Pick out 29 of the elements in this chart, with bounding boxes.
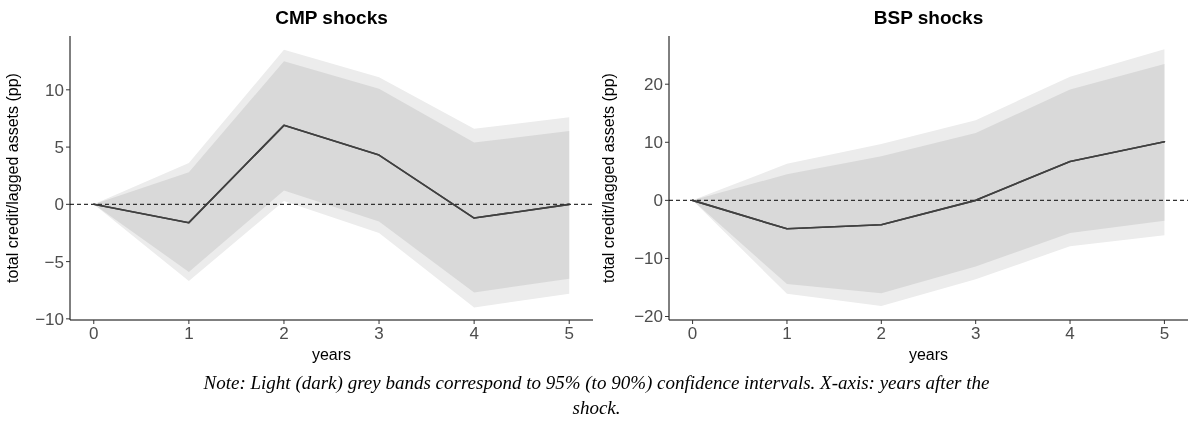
x-tick-label: 0	[687, 324, 698, 343]
chart-title: CMP shocks	[275, 7, 388, 28]
y-axis-title: total credit/lagged assets (pp)	[4, 73, 21, 283]
y-tick-label: −10	[634, 249, 663, 269]
y-tick-label: 10	[644, 133, 663, 153]
y-axis-title: total credit/lagged assets (pp)	[600, 73, 617, 283]
y-tick-label: 0	[54, 195, 64, 215]
x-tick-label: 1	[184, 324, 194, 343]
y-tick-label: 5	[54, 138, 64, 158]
x-tick-label: 5	[1159, 324, 1170, 343]
chart-title: BSP shocks	[873, 7, 984, 28]
x-tick-label: 4	[469, 324, 479, 343]
x-tick-label: 4	[1065, 324, 1075, 343]
x-tick-label: 1	[782, 324, 792, 343]
y-tick-label: 10	[45, 80, 64, 100]
x-tick-label: 3	[374, 324, 384, 343]
y-tick-label: −10	[35, 309, 64, 329]
y-tick-label: −20	[634, 307, 663, 327]
x-tick-label: 5	[564, 324, 574, 343]
x-axis-title: years	[311, 346, 352, 363]
x-axis-title: years	[908, 346, 949, 363]
y-tick-label: −5	[44, 252, 64, 272]
x-tick-label: 2	[279, 324, 289, 343]
x-tick-label: 3	[970, 324, 981, 343]
text: Note: Light (dark) grey bands correspond to 95% (to 90%) confidence intervals. X-axis: years after the shock.	[202, 371, 991, 420]
x-tick-label: 2	[876, 324, 887, 343]
x-tick-label: 0	[89, 324, 99, 343]
y-tick-label: 0	[653, 191, 663, 211]
y-tick-label: 20	[644, 75, 663, 95]
